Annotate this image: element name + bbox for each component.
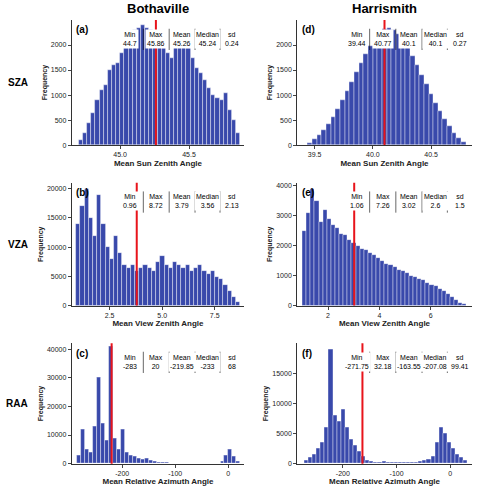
svg-text:sd0.27: sd0.27: [453, 31, 467, 47]
svg-text:30000: 30000: [47, 374, 67, 381]
svg-text:0: 0: [62, 460, 66, 467]
svg-text:Mean Sun Zenith Angle: Mean Sun Zenith Angle: [114, 159, 203, 168]
svg-text:3000: 3000: [276, 212, 292, 219]
svg-text:Median40.1: Median40.1: [424, 31, 447, 47]
svg-text:1000: 1000: [276, 272, 292, 279]
svg-text:sd68: sd68: [228, 354, 236, 370]
svg-text:Max7.26: Max7.26: [376, 193, 390, 209]
svg-text:2000: 2000: [276, 41, 292, 48]
svg-text:4000: 4000: [276, 182, 292, 189]
svg-text:0: 0: [448, 470, 452, 477]
svg-text:Mean3.02: Mean3.02: [400, 193, 418, 209]
svg-text:1500: 1500: [51, 66, 67, 73]
svg-text:40.0: 40.0: [366, 151, 380, 158]
svg-text:1000: 1000: [276, 92, 292, 99]
svg-text:Min0.96: Min0.96: [123, 193, 137, 209]
svg-text:(a): (a): [76, 24, 88, 35]
svg-text:500: 500: [280, 117, 292, 124]
svg-text:Median-233: Median-233: [196, 354, 219, 370]
svg-text:Mean Sun Zenith Angle: Mean Sun Zenith Angle: [340, 159, 429, 168]
svg-text:Mean40.1: Mean40.1: [400, 31, 418, 47]
svg-text:45.5: 45.5: [182, 151, 196, 158]
svg-text:7.5: 7.5: [210, 312, 220, 319]
svg-text:Max40.77: Max40.77: [374, 31, 392, 47]
svg-text:Frequency: Frequency: [266, 226, 274, 262]
svg-text:1500: 1500: [276, 66, 292, 73]
svg-text:Frequency: Frequency: [262, 386, 270, 422]
svg-text:45.0: 45.0: [113, 151, 127, 158]
svg-text:2000: 2000: [51, 41, 67, 48]
svg-text:10000: 10000: [272, 400, 292, 407]
svg-text:Max20: Max20: [149, 354, 163, 370]
svg-text:Median45.24: Median45.24: [196, 31, 219, 47]
svg-text:Harrismith: Harrismith: [352, 1, 417, 16]
svg-text:2000: 2000: [276, 242, 292, 249]
svg-text:Median3.56: Median3.56: [196, 193, 219, 209]
svg-text:Bothaville: Bothaville: [127, 1, 189, 16]
svg-text:4: 4: [377, 312, 381, 319]
svg-text:Min44.7: Min44.7: [123, 31, 137, 47]
svg-text:(e): (e): [302, 187, 314, 198]
svg-text:-100: -100: [390, 470, 404, 477]
svg-text:-200: -200: [336, 470, 350, 477]
svg-text:20000: 20000: [47, 403, 67, 410]
svg-text:sd2.13: sd2.13: [225, 193, 239, 209]
svg-text:Max45.86: Max45.86: [147, 31, 165, 47]
svg-text:Median-207.08: Median-207.08: [423, 354, 447, 370]
svg-text:sd99.41: sd99.41: [451, 354, 469, 370]
svg-text:Frequency: Frequency: [37, 386, 45, 422]
svg-text:5.0: 5.0: [157, 312, 167, 319]
svg-text:(f): (f): [302, 348, 312, 359]
svg-text:15000: 15000: [272, 370, 292, 377]
svg-text:Median2.6: Median2.6: [424, 193, 447, 209]
svg-text:5000: 5000: [51, 273, 67, 280]
svg-text:-200: -200: [115, 470, 129, 477]
svg-text:2: 2: [326, 312, 330, 319]
svg-text:Frequency: Frequency: [37, 226, 45, 262]
svg-text:0: 0: [288, 460, 292, 467]
svg-text:Min39.44: Min39.44: [348, 31, 366, 47]
svg-text:Mean-219.85: Mean-219.85: [170, 354, 194, 370]
svg-text:0: 0: [288, 302, 292, 309]
svg-text:sd0.24: sd0.24: [225, 31, 239, 47]
svg-text:Mean Relative Azimuth Angle: Mean Relative Azimuth Angle: [102, 477, 214, 486]
svg-text:Mean3.79: Mean3.79: [173, 193, 191, 209]
svg-text:15000: 15000: [47, 214, 67, 221]
svg-text:10000: 10000: [47, 244, 67, 251]
svg-text:6: 6: [429, 312, 433, 319]
svg-text:Mean-163.55: Mean-163.55: [397, 354, 421, 370]
svg-text:(b): (b): [76, 187, 89, 198]
svg-text:SZA: SZA: [8, 77, 28, 88]
svg-text:Max32.18: Max32.18: [374, 354, 392, 370]
svg-text:Min-283: Min-283: [123, 354, 137, 370]
svg-text:VZA: VZA: [8, 239, 28, 250]
svg-text:10000: 10000: [47, 431, 67, 438]
svg-text:Min1.06: Min1.06: [350, 193, 364, 209]
svg-text:RAA: RAA: [6, 398, 28, 409]
svg-text:-100: -100: [168, 470, 182, 477]
svg-text:Frequency: Frequency: [41, 65, 49, 101]
svg-text:1000: 1000: [51, 92, 67, 99]
svg-text:20000: 20000: [47, 185, 67, 192]
svg-text:2.5: 2.5: [105, 312, 115, 319]
svg-text:Mean45.26: Mean45.26: [173, 31, 191, 47]
svg-text:40000: 40000: [47, 346, 67, 353]
svg-text:0: 0: [62, 142, 66, 149]
svg-text:Max8.72: Max8.72: [149, 193, 163, 209]
svg-text:Frequency: Frequency: [266, 65, 274, 101]
svg-text:39.5: 39.5: [308, 151, 322, 158]
svg-text:Mean Relative Azimuth Angle: Mean Relative Azimuth Angle: [329, 477, 441, 486]
svg-text:0: 0: [288, 142, 292, 149]
svg-text:5000: 5000: [276, 430, 292, 437]
svg-text:sd1.5: sd1.5: [455, 193, 465, 209]
svg-text:Min-271.75: Min-271.75: [345, 354, 369, 370]
svg-text:0: 0: [62, 302, 66, 309]
svg-text:0: 0: [226, 470, 230, 477]
svg-text:(d): (d): [302, 24, 315, 35]
svg-text:(c): (c): [76, 348, 88, 359]
svg-text:500: 500: [55, 117, 67, 124]
svg-text:40.5: 40.5: [424, 151, 438, 158]
svg-text:Mean View Zenith Angle: Mean View Zenith Angle: [339, 319, 431, 328]
svg-text:Mean View Zenith Angle: Mean View Zenith Angle: [112, 319, 204, 328]
